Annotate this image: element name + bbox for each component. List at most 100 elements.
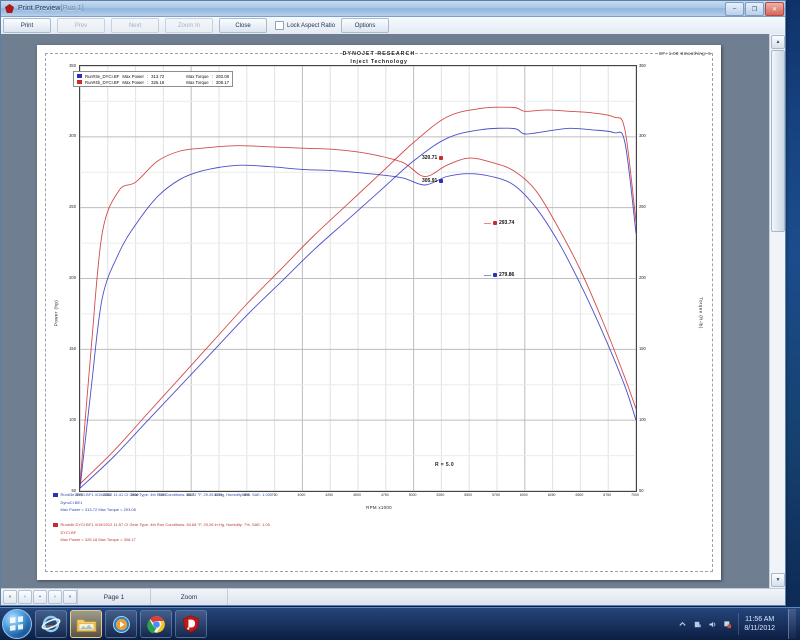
x-tick: 5750 <box>492 493 500 497</box>
chrome-icon <box>146 615 165 633</box>
clock-date: 8/11/2012 <box>744 625 775 632</box>
annotation-value: 279.86 <box>499 272 515 278</box>
lock-aspect-ratio-checkbox[interactable]: Lock Aspect Ratio <box>275 21 335 30</box>
start-button-icon[interactable] <box>2 609 32 639</box>
action-center-icon[interactable] <box>723 620 732 629</box>
page-navigation: « ‹ ▪ › » <box>1 590 77 604</box>
annotation-marker-blue <box>439 179 444 183</box>
taskbar-clock[interactable]: 11:56 AM 8/11/2012 <box>738 613 780 635</box>
footnote-line1: Run#4b DYCI.BF1 4/19/2012 11:57 CI Gear … <box>60 522 270 527</box>
taskbar-item-media-player[interactable] <box>105 610 137 638</box>
window-title: Print Preview[Run 1] <box>18 5 84 12</box>
status-zoom-indicator[interactable]: Zoom <box>150 589 227 605</box>
y-tick-left: 350 <box>69 62 76 68</box>
legend-run-name: Run#4b_DYCI.BF <box>85 79 120 85</box>
y-tick-left: 200 <box>69 275 76 280</box>
footnote-line2: Max Power = 313.72 Max Torque = 293.08 <box>60 507 136 513</box>
y-tick-right: 350 <box>639 62 646 68</box>
y-axis-label-left: Power (hp) <box>53 299 59 326</box>
footnote-line1: Run#3e DYCI.BF1 4/19/2012 11:41 CI Gear … <box>60 492 270 497</box>
next-page-button[interactable]: › <box>48 590 62 604</box>
prev-page-button[interactable]: ‹ <box>18 590 32 604</box>
scrollbar-thumb[interactable] <box>771 50 785 232</box>
lock-aspect-ratio-label: Lock Aspect Ratio <box>287 22 336 29</box>
chart-title: DYNOJET RESEARCH <box>342 51 416 57</box>
minimize-button[interactable]: – <box>725 2 744 16</box>
windows-taskbar: 11:56 AM 8/11/2012 <box>0 607 800 640</box>
plot-svg <box>80 66 636 491</box>
footnote-line1b: DYCI.BF <box>60 529 77 535</box>
media-player-icon <box>112 615 130 633</box>
y-tick-left: 100 <box>69 416 76 422</box>
legend-power-label: Max Power <box>122 73 144 79</box>
taskbar-item-windows-explorer[interactable] <box>70 610 102 638</box>
x-tick: 4750 <box>380 493 389 497</box>
x-axis-label: RPM x1000 <box>366 505 392 510</box>
show-desktop-button[interactable] <box>788 609 796 639</box>
x-tick: 4000 <box>297 493 306 497</box>
chart-header: DYNOJET RESEARCH Inject Technology <box>37 51 721 65</box>
system-tray: 11:56 AM 8/11/2012 <box>678 609 800 639</box>
options-button[interactable]: Options <box>341 18 390 33</box>
footnote-line2: Max Power = 325.18 Max Torque = 308.17 <box>60 537 136 543</box>
taskbar-item-internet-explorer[interactable] <box>35 610 67 638</box>
legend-swatch-red <box>77 80 82 84</box>
annotation-marker-blue <box>493 273 497 277</box>
y-tick-right: 300 <box>639 133 646 139</box>
x-tick: 7000 <box>631 493 639 497</box>
page-margin-border <box>45 53 713 572</box>
x-tick: 4250 <box>325 493 334 497</box>
volume-icon[interactable] <box>708 620 717 629</box>
next-page-button[interactable]: Next <box>111 18 159 33</box>
legend-item: Run#3e_DYCI.BF Max Power : 313.72 Max To… <box>77 74 229 79</box>
x-tick: 6250 <box>547 493 556 497</box>
annotation-power-blue-peak: 305.91 <box>422 178 444 184</box>
taskbar-item-chrome[interactable] <box>140 610 172 638</box>
footnote-line1b: DynoCI.BE1 <box>60 499 83 505</box>
close-button[interactable]: ✕ <box>765 2 784 16</box>
window-titlebar[interactable]: Print Preview[Run 1] – ❐ ✕ <box>1 1 785 17</box>
chart-corner-note: CF: 1.00 Smoothing: 5 <box>658 51 711 56</box>
first-page-button[interactable]: « <box>3 590 17 604</box>
preview-pane[interactable]: DYNOJET RESEARCH Inject Technology CF: 1… <box>1 34 769 588</box>
scroll-up-icon[interactable]: ▲ <box>771 35 785 49</box>
legend-power-value: 325.18 <box>151 79 165 85</box>
maximize-button[interactable]: ❐ <box>745 2 764 16</box>
legend-torque-sep: : <box>211 79 213 85</box>
network-icon[interactable] <box>693 620 702 629</box>
status-page-indicator: Page 1 <box>77 589 150 605</box>
prev-page-button[interactable]: Prev <box>57 18 105 33</box>
print-button[interactable]: Print <box>3 18 51 33</box>
annotation-torque-red-peak: 293.74 <box>484 220 514 226</box>
y-tick-right: 100 <box>639 416 646 422</box>
taskbar-item-dynojet[interactable] <box>175 610 207 638</box>
y-tick-right: 250 <box>639 204 646 210</box>
legend-power-value: 313.72 <box>151 73 165 79</box>
window-title-suffix: [Run 1] <box>60 5 84 12</box>
print-preview-window: Print Preview[Run 1] – ❐ ✕ Print Prev Ne… <box>0 0 786 606</box>
chart-subtitle: Inject Technology <box>350 59 408 65</box>
annotation-torque-blue-peak: 279.86 <box>484 272 514 278</box>
legend-power-label: Max Power <box>122 79 144 85</box>
dynojet-icon <box>4 3 15 14</box>
preview-scrollbar-vertical[interactable]: ▲ ▼ <box>769 34 785 588</box>
annotation-value: 320.71 <box>422 155 438 161</box>
show-hidden-icons-icon[interactable] <box>678 620 687 629</box>
legend-item: Run#4b_DYCI.BF Max Power : 325.18 Max To… <box>77 80 229 85</box>
page-marker-button[interactable]: ▪ <box>33 590 47 604</box>
legend-swatch-blue <box>77 74 82 78</box>
close-preview-button[interactable]: Close <box>219 18 267 33</box>
x-tick: 3000 <box>186 493 195 497</box>
footnote-swatch-red <box>53 522 58 527</box>
last-page-button[interactable]: » <box>63 590 77 604</box>
dynojet-icon <box>183 615 199 633</box>
footnote-blue: Run#3e DYCI.BF1 4/19/2012 11:41 CI Gear … <box>53 492 693 513</box>
zoom-in-button[interactable]: Zoom In <box>165 18 213 33</box>
clock-time: 11:56 AM <box>745 616 775 623</box>
y-axis-label-right: Torque (ft-lb) <box>698 296 704 329</box>
scroll-down-icon[interactable]: ▼ <box>771 573 785 587</box>
x-tick: 5250 <box>436 493 445 497</box>
annotation-value: 293.74 <box>499 220 515 226</box>
legend-torque-value: 293.08 <box>215 73 229 79</box>
